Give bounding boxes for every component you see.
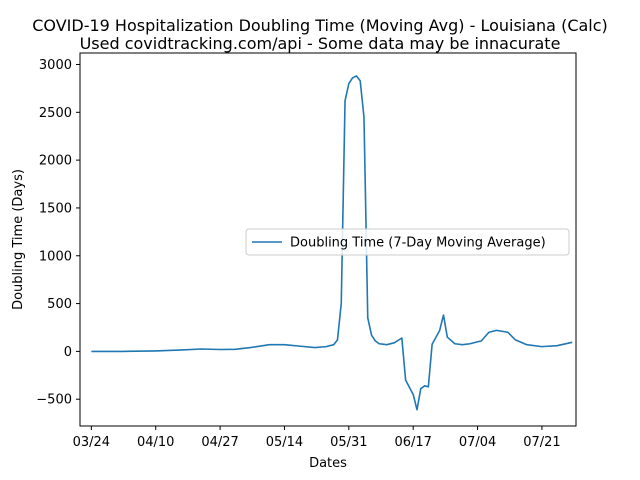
legend: Doubling Time (7-Day Moving Average) <box>245 228 570 256</box>
x-axis-label: Dates <box>309 456 347 471</box>
x-tick-label: 07/04 <box>459 435 496 450</box>
y-tick-label: 2500 <box>39 106 72 121</box>
y-tick-label: 500 <box>47 297 72 312</box>
y-tick-label: 2000 <box>39 154 72 169</box>
x-tick-label: 05/14 <box>266 435 303 450</box>
x-tick-label: 05/31 <box>330 435 367 450</box>
x-axis-ticks: 03/24 04/10 04/27 05/14 05/31 06/17 07/04 07/21 <box>73 426 561 450</box>
legend-label: Doubling Time (7-Day Moving Average) <box>290 236 546 251</box>
y-tick-label: 0 <box>64 345 72 360</box>
y-tick-label: 1500 <box>39 201 72 216</box>
x-tick-label: 04/10 <box>137 435 174 450</box>
y-tick-label: 3000 <box>39 58 72 73</box>
x-tick-label: 03/24 <box>73 435 110 450</box>
plot-frame <box>79 52 577 427</box>
y-axis-ticks: −500 0 500 1000 1500 2000 2500 3000 <box>36 58 80 408</box>
chart-subtitle: Used covidtracking.com/api - Some data m… <box>79 34 561 53</box>
x-tick-label: 07/21 <box>523 435 560 450</box>
y-tick-label: −500 <box>36 393 72 408</box>
chart-title: COVID-19 Hospitalization Doubling Time (… <box>32 16 608 35</box>
x-tick-label: 04/27 <box>201 435 238 450</box>
legend-box <box>245 228 570 256</box>
series-line <box>91 75 573 411</box>
x-tick-label: 06/17 <box>394 435 431 450</box>
y-tick-label: 1000 <box>39 249 72 264</box>
y-axis-label: Doubling Time (Days) <box>11 169 26 310</box>
